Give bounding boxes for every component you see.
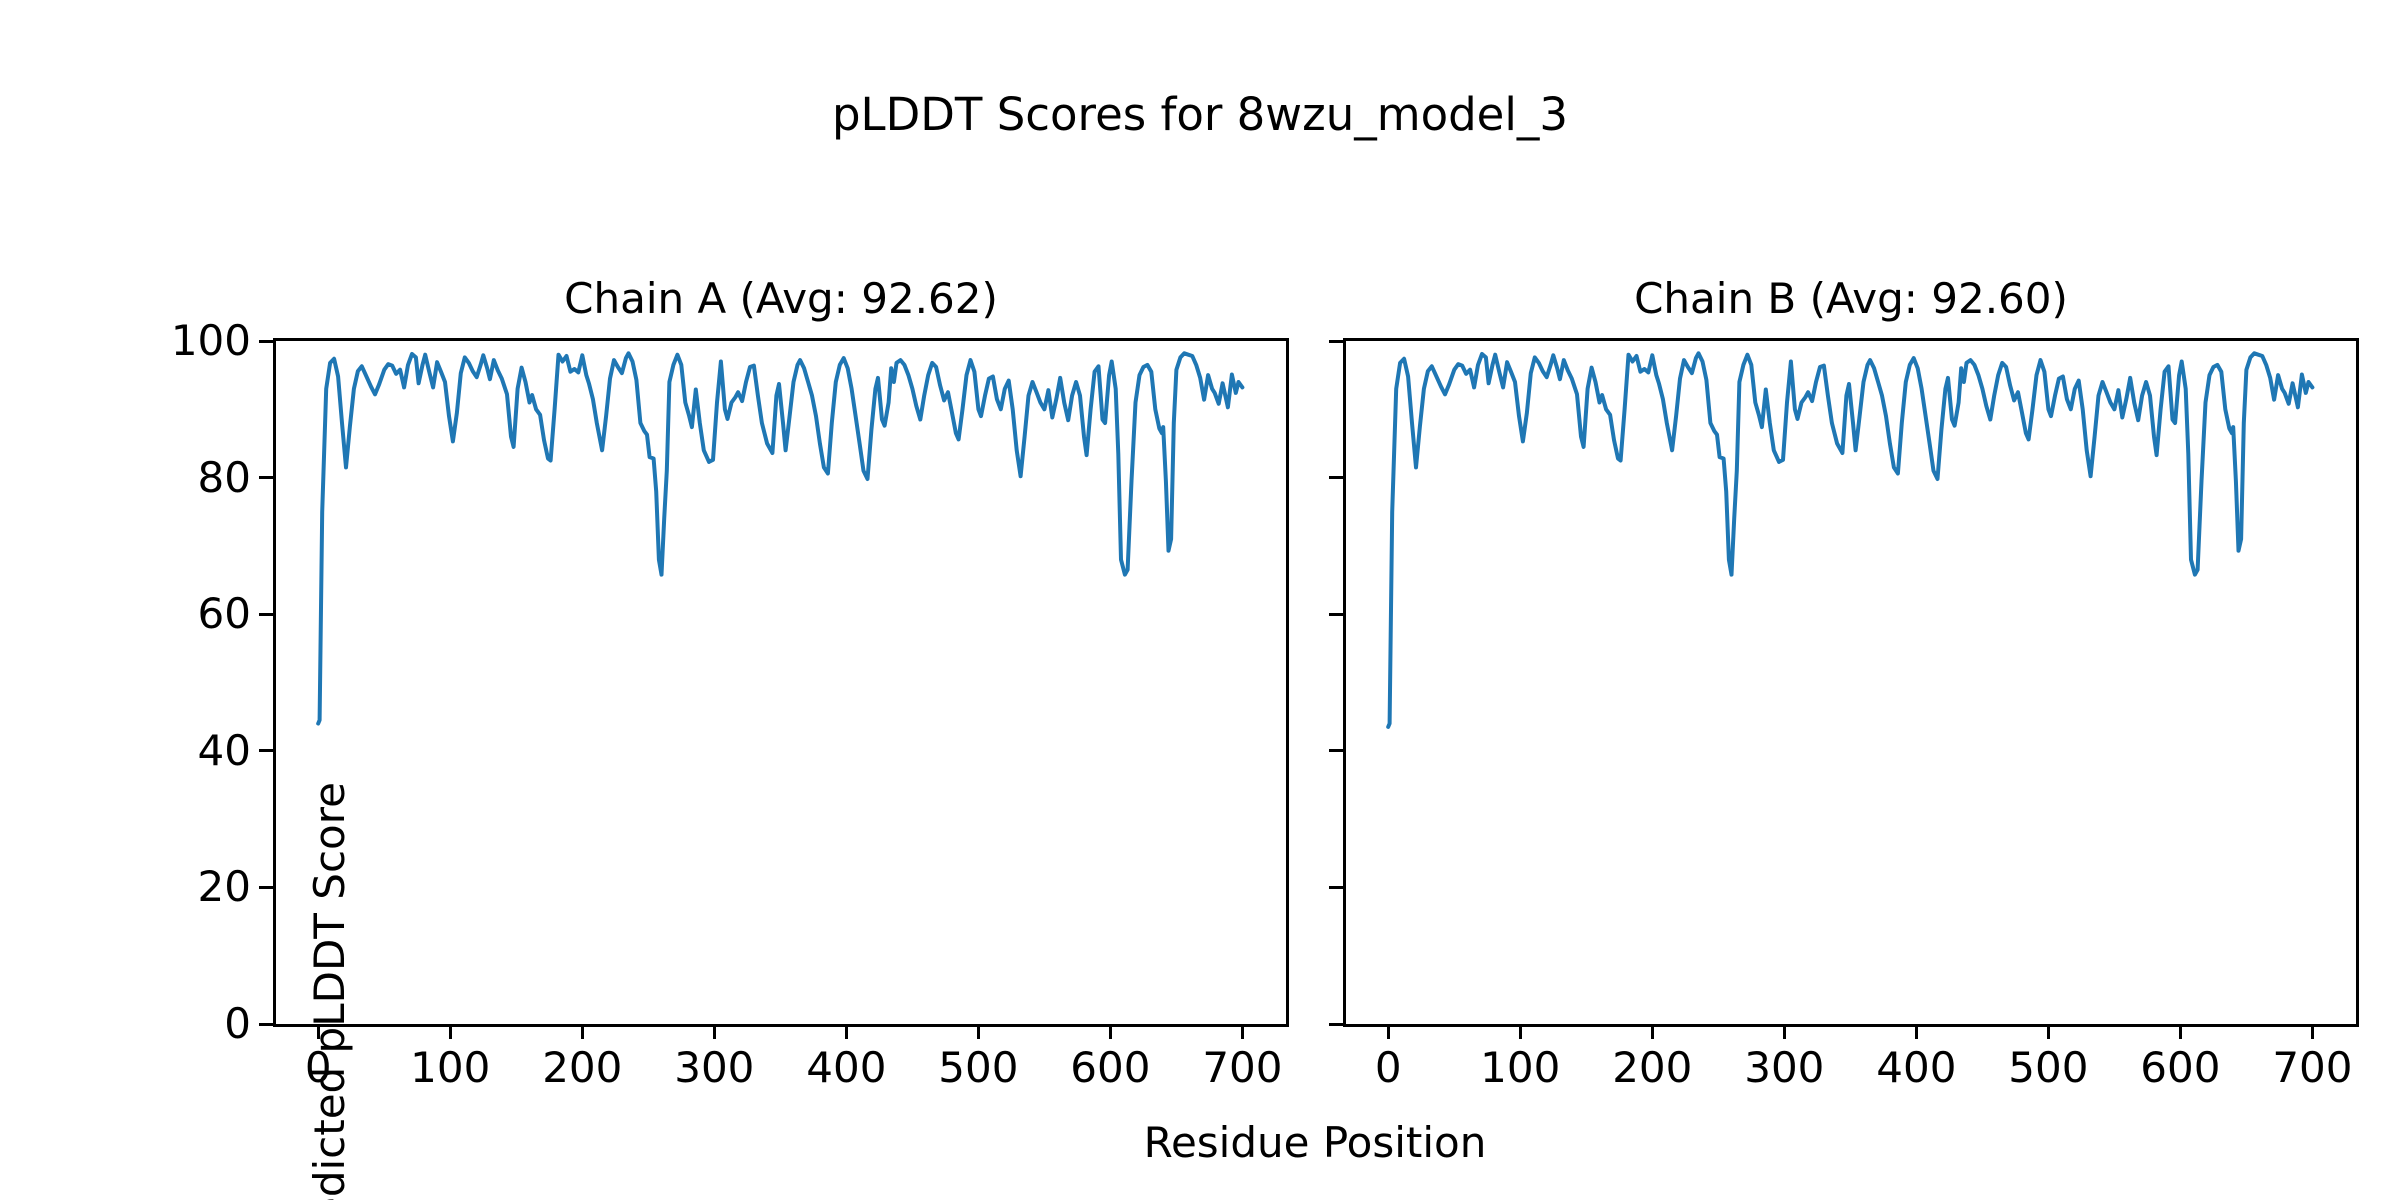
x-tick-label: 600 xyxy=(1070,1043,1151,1092)
y-tick-label: 80 xyxy=(197,452,251,502)
y-tick xyxy=(259,749,273,753)
y-tick-label: 20 xyxy=(197,862,251,912)
y-tick xyxy=(1329,612,1343,616)
x-tick-label: 0 xyxy=(1374,1043,1402,1092)
x-tick-label: 100 xyxy=(410,1043,491,1092)
y-tick xyxy=(259,476,273,480)
y-tick xyxy=(1329,476,1343,480)
y-tick-label: 40 xyxy=(197,725,251,775)
x-tick xyxy=(448,1025,452,1039)
y-tick xyxy=(1329,749,1343,753)
x-tick-label: 400 xyxy=(806,1043,887,1092)
x-tick-label: 300 xyxy=(674,1043,755,1092)
plot-canvas-chain-a xyxy=(316,351,1245,726)
x-tick xyxy=(712,1025,716,1039)
x-tick-label: 100 xyxy=(1480,1043,1561,1092)
x-tick xyxy=(844,1025,848,1039)
x-tick-label: 500 xyxy=(2008,1043,2089,1092)
x-tick-label: 600 xyxy=(2140,1043,2221,1092)
x-tick xyxy=(2178,1025,2182,1039)
y-tick xyxy=(1329,885,1343,889)
subplot-title-chain-b: Chain B (Avg: 92.60) xyxy=(1634,274,2068,323)
x-tick xyxy=(2046,1025,2050,1039)
y-tick-label: 100 xyxy=(170,316,251,365)
x-tick-label: 200 xyxy=(542,1043,623,1092)
subplot-chain-a: Predicted pLDDT Score 0 100 200 300 400 500 60… xyxy=(171,318,1289,1200)
x-tick xyxy=(1782,1025,1786,1039)
plddt-line-chain-a xyxy=(316,351,1245,726)
x-tick-label: 400 xyxy=(1876,1043,1957,1092)
subplot-title-chain-a: Chain A (Avg: 92.62) xyxy=(564,274,998,323)
y-tick xyxy=(1329,339,1343,343)
x-tick-label: 700 xyxy=(2272,1043,2353,1092)
x-tick xyxy=(1108,1025,1112,1039)
x-tick xyxy=(316,1025,320,1039)
x-tick-label: 700 xyxy=(1202,1043,1283,1092)
x-tick-label: 500 xyxy=(938,1043,1019,1092)
x-tick xyxy=(976,1025,980,1039)
y-tick xyxy=(1329,1022,1343,1026)
y-tick xyxy=(259,1022,273,1026)
y-tick xyxy=(259,339,273,343)
x-tick xyxy=(2310,1025,2314,1039)
plot-canvas-chain-b xyxy=(1386,351,2315,729)
subplot-chain-b: 0 100 200 300 400 500 600 700 xyxy=(1329,338,2359,1091)
x-tick xyxy=(1386,1025,1390,1039)
x-tick-label: 0 xyxy=(304,1043,332,1092)
x-tick xyxy=(1650,1025,1654,1039)
x-tick xyxy=(1518,1025,1522,1039)
x-tick xyxy=(1240,1025,1244,1039)
y-tick xyxy=(259,612,273,616)
plddt-line-chain-b xyxy=(1386,351,2315,729)
y-tick xyxy=(259,885,273,889)
x-tick-label: 200 xyxy=(1612,1043,1693,1092)
x-tick xyxy=(580,1025,584,1039)
x-axis-label: Residue Position xyxy=(1143,1118,1487,1167)
figure-title: pLDDT Scores for 8wzu_model_3 xyxy=(831,88,1569,141)
y-tick-label: 0 xyxy=(224,999,251,1048)
x-tick xyxy=(1914,1025,1918,1039)
y-tick-label: 60 xyxy=(197,589,251,639)
x-tick-label: 300 xyxy=(1744,1043,1825,1092)
